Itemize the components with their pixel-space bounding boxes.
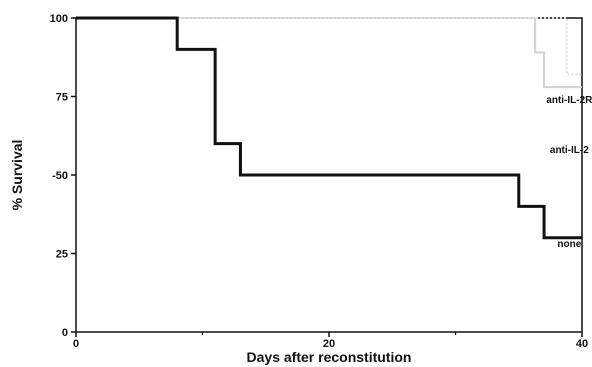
x-tick-label: 20 [323,338,335,350]
series-lines [76,16,582,240]
series-line-none [76,16,582,240]
x-axis-title: Days after reconstitution [247,349,412,365]
series-line-anti-il-2r [76,17,582,89]
y-tick-label: 0 [62,327,68,339]
y-tick-label: -50 [52,170,68,182]
series-label: anti-IL-2R [546,95,592,106]
x-tick-label: 0 [73,338,79,350]
y-tick-label: 25 [56,249,68,261]
series-line-anti-il-2 [76,17,582,76]
series-annotations: anti-IL-2R anti-IL-2 none [546,95,592,250]
series-label: anti-IL-2 [550,145,589,156]
y-tick-label: 100 [50,13,68,25]
series-label: none [557,239,581,250]
tick-marks [71,17,583,337]
y-tick-label: 75 [56,92,68,104]
y-axis-title: % Survival [9,140,25,211]
x-tick-label: 40 [576,338,588,350]
tick-labels: 0 25 -50 75 100 0 20 40 [50,13,588,350]
